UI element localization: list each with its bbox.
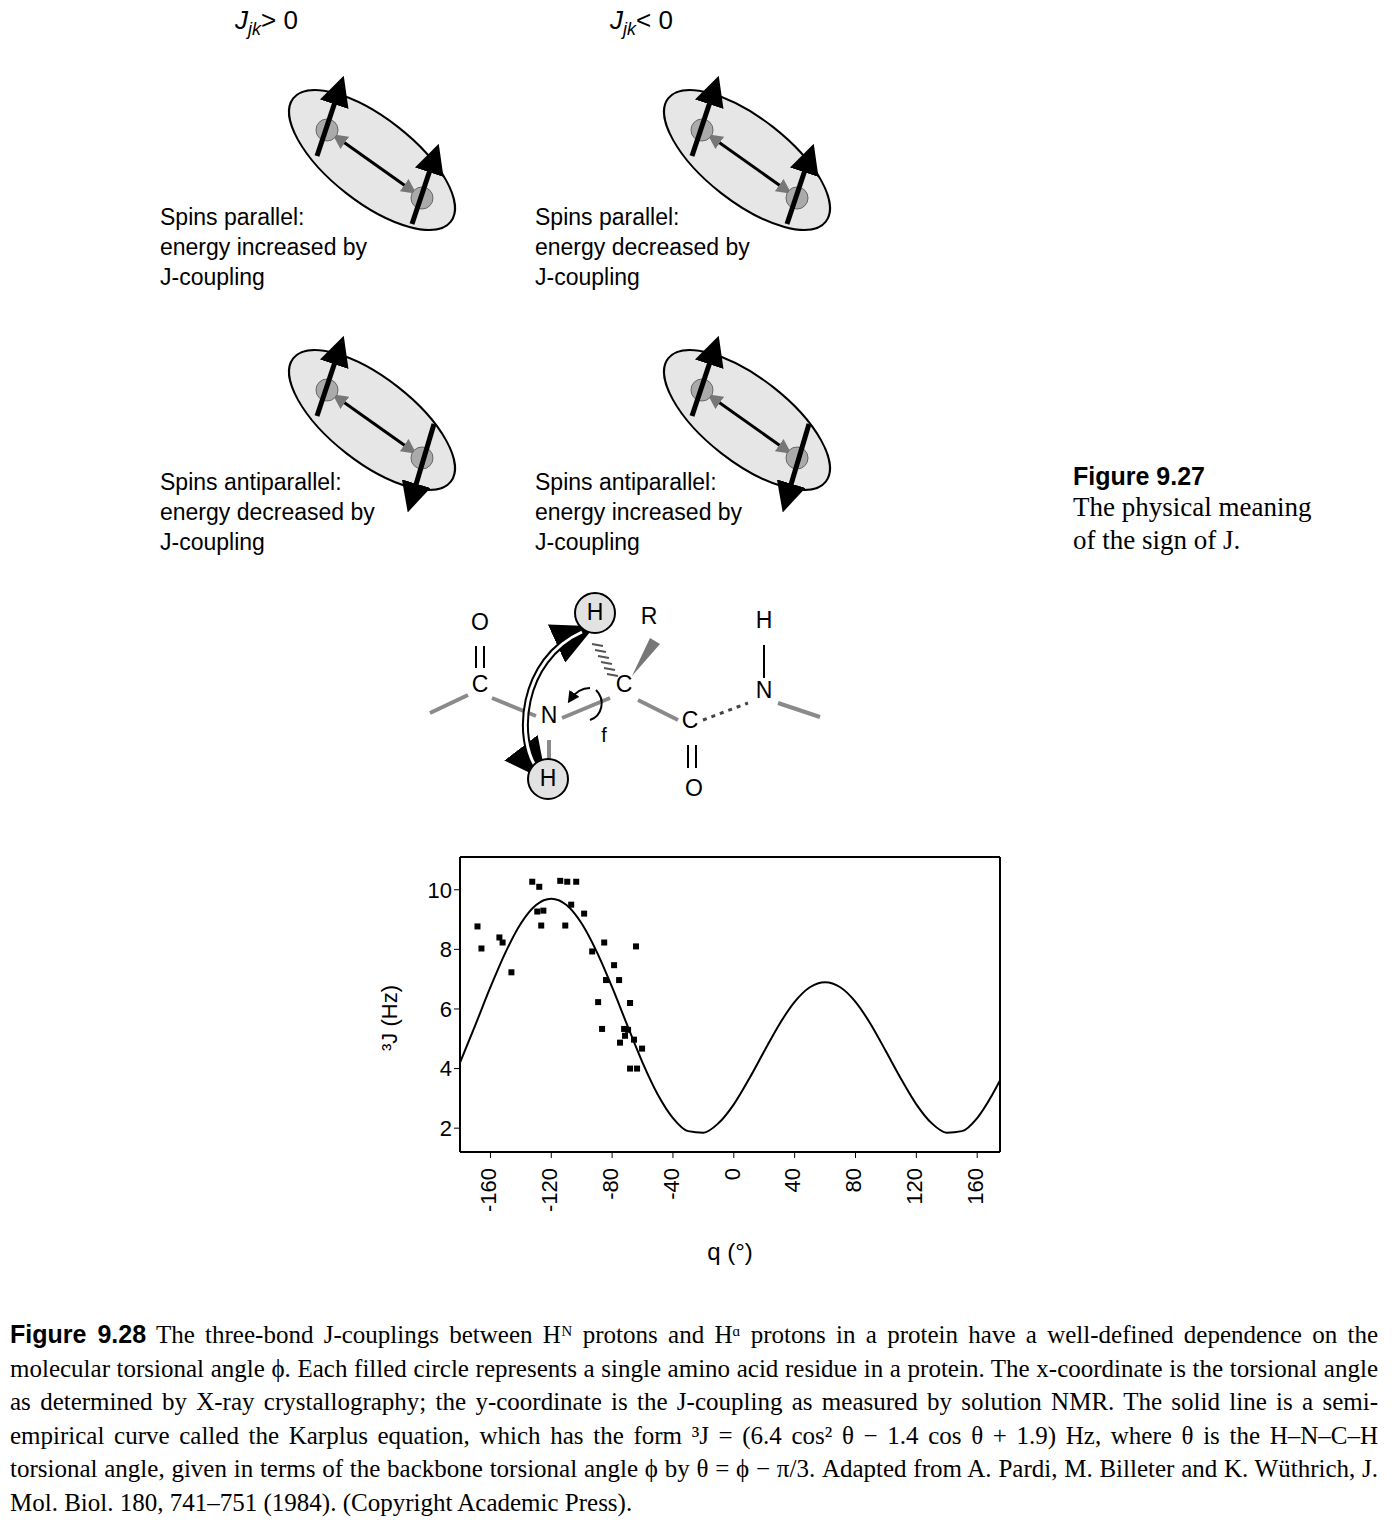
svg-text:-160: -160 xyxy=(476,1168,501,1212)
svg-text:f: f xyxy=(601,724,607,746)
svg-text:2: 2 xyxy=(440,1116,452,1141)
svg-text:C: C xyxy=(616,671,633,697)
html-text:q (°): q (°) xyxy=(707,1238,753,1265)
html-text:energy increased by: energy increased by xyxy=(535,499,743,525)
html-text:The physical meaning: The physical meaning xyxy=(1073,492,1312,522)
html-text:J-coupling: J-coupling xyxy=(535,264,640,290)
html-text:Spins antiparallel:: Spins antiparallel: xyxy=(160,469,342,495)
svg-text:H: H xyxy=(540,765,557,791)
svg-text:C: C xyxy=(472,671,489,697)
html-text:Spins parallel:: Spins parallel: xyxy=(160,204,305,230)
svg-text:160: 160 xyxy=(963,1168,988,1205)
html-text:J-coupling: J-coupling xyxy=(160,529,265,555)
html-text:Spins parallel:: Spins parallel: xyxy=(535,204,680,230)
svg-text:4: 4 xyxy=(440,1056,452,1081)
svg-text:120: 120 xyxy=(902,1168,927,1205)
html-text:Jjk< 0: Jjk< 0 xyxy=(610,5,673,40)
svg-text:-40: -40 xyxy=(659,1168,684,1200)
svg-text:40: 40 xyxy=(780,1168,805,1192)
svg-text:N: N xyxy=(541,702,558,728)
svg-text:O: O xyxy=(471,609,489,635)
html-text:Jjk> 0: Jjk> 0 xyxy=(235,5,298,40)
svg-text:H: H xyxy=(587,599,604,625)
html-text:J-coupling: J-coupling xyxy=(535,529,640,555)
html-text:³J (Hz): ³J (Hz) xyxy=(377,985,402,1051)
html-text:Spins antiparallel:: Spins antiparallel: xyxy=(535,469,717,495)
svg-text:0: 0 xyxy=(720,1168,745,1180)
html-text:Figure 9.28 The three-bond J-c: Figure 9.28 The three-bond J-couplings b… xyxy=(10,1320,1378,1516)
html-text:Figure 9.27: Figure 9.27 xyxy=(1073,462,1205,490)
svg-text:O: O xyxy=(685,775,703,801)
svg-text:R: R xyxy=(641,603,658,629)
svg-text:-80: -80 xyxy=(598,1168,623,1200)
svg-text:8: 8 xyxy=(440,937,452,962)
html-text:J-coupling: J-coupling xyxy=(160,264,265,290)
html-text:energy increased by: energy increased by xyxy=(160,234,368,260)
svg-text:6: 6 xyxy=(440,997,452,1022)
html-text:energy decreased by: energy decreased by xyxy=(160,499,375,525)
svg-text:H: H xyxy=(756,607,773,633)
svg-text:80: 80 xyxy=(841,1168,866,1192)
svg-text:N: N xyxy=(756,677,773,703)
svg-text:C: C xyxy=(682,707,699,733)
svg-text:-120: -120 xyxy=(537,1168,562,1212)
html-text:of the sign of J.: of the sign of J. xyxy=(1073,525,1241,555)
html-text:energy decreased by: energy decreased by xyxy=(535,234,750,260)
svg-text:10: 10 xyxy=(428,878,452,903)
